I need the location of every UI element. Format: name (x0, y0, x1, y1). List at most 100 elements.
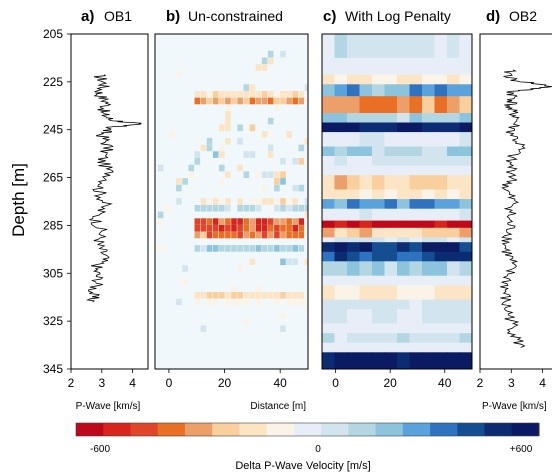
heatmap-cell (292, 298, 298, 306)
heatmap-cell (231, 225, 237, 232)
heatmap-cell (286, 245, 292, 252)
layer-cell (359, 333, 373, 344)
layer-cell (422, 333, 436, 344)
layer-cell (409, 132, 423, 147)
panel-b-frame (154, 33, 309, 370)
layer-cell (434, 242, 448, 253)
y-tick-label: 265 (43, 171, 63, 185)
heatmap-cell (219, 198, 225, 205)
layer-cell (322, 113, 336, 123)
layer-cell (372, 220, 386, 229)
layer-cell (422, 251, 436, 262)
layer-cell (447, 113, 461, 123)
layer-cell (359, 175, 373, 190)
layer-cell (384, 299, 398, 310)
heatmap-cell (280, 258, 286, 266)
layer-cell (422, 146, 436, 157)
layer-cell (322, 175, 336, 190)
layer-cell (447, 275, 461, 286)
heatmap-cell (286, 218, 292, 225)
heatmap-cell (225, 245, 231, 252)
layer-cell (459, 84, 472, 97)
panel-d-name: OB2 (509, 8, 537, 24)
y-tick-label: 345 (43, 362, 63, 376)
layer-cell (434, 352, 448, 369)
layer-cell (434, 132, 448, 147)
heatmap-cell (237, 218, 243, 225)
layer-cell (434, 299, 448, 310)
heatmap-cell (286, 231, 292, 239)
heatmap-cell (194, 218, 201, 225)
panel-a: 2 3 4 P-Wave [km/s] (68, 33, 149, 412)
heatmap-cell (182, 178, 188, 185)
layer-cell (434, 57, 448, 75)
layer-cell (459, 146, 472, 157)
layer-cell (334, 342, 348, 353)
heatmap-cell (249, 97, 256, 105)
layer-cell (322, 220, 336, 229)
layer-cell (409, 352, 423, 369)
layer-cell (359, 132, 373, 147)
layer-cell (384, 208, 398, 222)
heatmap-cell (237, 231, 243, 239)
layer-cell (384, 275, 398, 286)
panel-d-x-label: P-Wave [km/s] (482, 401, 547, 412)
layer-cell (422, 237, 436, 243)
layer-cell (434, 175, 448, 190)
layer-cell (422, 275, 436, 286)
layer-cell (359, 113, 373, 123)
layer-cell (359, 342, 373, 353)
layer-cell (347, 34, 361, 59)
heatmap-cell (292, 231, 298, 239)
layer-cell (434, 309, 448, 324)
panel-b-letter: b) (166, 8, 180, 25)
layer-cell (347, 74, 361, 85)
heatmap-cell (225, 124, 231, 132)
layer-cell (434, 122, 448, 133)
heatmap-cell (267, 50, 274, 58)
layer-cell (434, 251, 448, 262)
layer-cell (359, 84, 373, 97)
colorbar-swatch (484, 423, 513, 436)
layer-cell (322, 208, 336, 222)
layer-cell (372, 261, 386, 277)
layer-cell (384, 227, 398, 238)
layer-cell (347, 333, 361, 344)
x-tick-label: 20 (218, 376, 232, 390)
layer-cell (322, 122, 336, 133)
layer-cell (372, 156, 386, 166)
heatmap-cell (280, 171, 286, 178)
heatmap-cell (286, 204, 292, 212)
layer-cell (347, 251, 361, 262)
heatmap-cell (261, 57, 268, 65)
heatmap-cell (304, 298, 308, 306)
heatmap-cell (194, 292, 201, 299)
heatmap-cell (237, 198, 243, 205)
layer-cell (409, 261, 423, 277)
heatmap-cell (243, 218, 250, 225)
layer-cell (397, 342, 411, 353)
heatmap-cell (280, 312, 286, 319)
layer-cell (397, 299, 411, 310)
layer-cell (397, 352, 411, 369)
layer-cell (372, 132, 386, 147)
layer-cell (372, 57, 386, 75)
heatmap-cell (237, 91, 243, 98)
heatmap-cell (274, 231, 280, 239)
layer-cell (347, 84, 361, 97)
layer-cell (359, 165, 373, 176)
layer-cell (447, 57, 461, 75)
panel-a-title: a) OB1 (81, 8, 132, 25)
layer-cell (322, 165, 336, 176)
heatmap-cell (261, 184, 268, 192)
layer-cell (322, 309, 336, 324)
heatmap-cell (200, 325, 207, 333)
heatmap-cell (237, 164, 243, 172)
layer-cell (422, 285, 436, 301)
heatmap-cell (237, 204, 243, 212)
layer-cell (359, 299, 373, 310)
layer-cell (347, 122, 361, 133)
heatmap-cell (255, 231, 262, 239)
heatmap-cell (249, 124, 256, 132)
layer-cell (372, 199, 386, 210)
